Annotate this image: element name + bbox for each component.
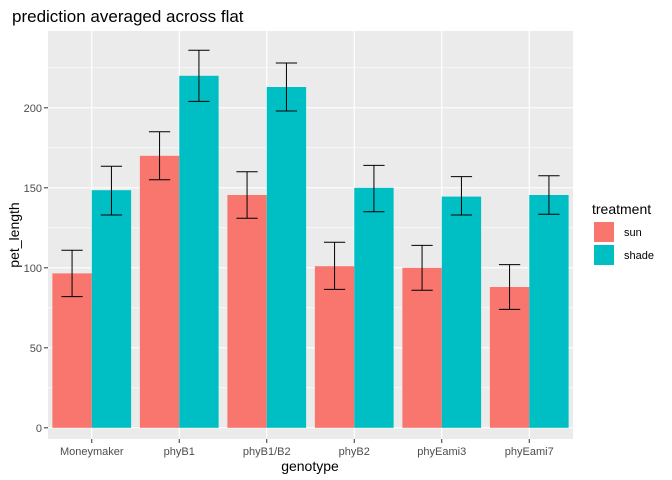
error-bars xyxy=(61,49,560,310)
x-axis-ticks: Moneymaker phyB1 phyB1/B2 phyB2 phyEami3 phyE… xyxy=(60,439,554,458)
y-axis-title: pet_length xyxy=(6,202,22,267)
legend: treatment sun shade xyxy=(592,201,654,265)
x-tick-label: Moneymaker xyxy=(60,446,124,458)
legend-label-sun: sun xyxy=(624,227,642,239)
bar-shade xyxy=(91,190,132,428)
bar-sun xyxy=(139,155,180,428)
y-tick-label: 50 xyxy=(30,343,42,355)
plot-panel xyxy=(48,31,573,439)
x-axis-title: genotype xyxy=(281,458,339,474)
x-tick-label: phyEami3 xyxy=(417,446,466,458)
bar-sun xyxy=(52,273,92,428)
bar-shade xyxy=(354,187,394,428)
x-tick-label: phyEami7 xyxy=(505,446,554,458)
bar-sun xyxy=(402,267,442,428)
bar-shade xyxy=(266,87,307,428)
x-tick-label: phyB2 xyxy=(339,446,370,458)
y-tick-label: 0 xyxy=(36,423,42,435)
bar-shade xyxy=(441,196,482,428)
bar-sun xyxy=(227,195,267,428)
legend-label-shade: shade xyxy=(624,250,654,262)
bar-sun xyxy=(314,266,355,428)
y-tick-label: 100 xyxy=(24,263,42,275)
legend-key-shade xyxy=(594,245,614,265)
bars xyxy=(52,75,569,428)
x-tick-label: phyB1 xyxy=(164,446,195,458)
bar-sun xyxy=(489,287,530,428)
chart-title: prediction averaged across flat xyxy=(12,7,244,26)
legend-title: treatment xyxy=(592,201,651,217)
y-tick-label: 200 xyxy=(24,103,42,115)
bar-shade xyxy=(179,75,219,428)
y-tick-label: 150 xyxy=(24,183,42,195)
bar-shade xyxy=(529,195,569,428)
legend-key-sun xyxy=(594,222,614,242)
x-tick-label: phyB1/B2 xyxy=(243,446,291,458)
y-axis-ticks: 0 50 100 150 200 xyxy=(24,103,48,435)
